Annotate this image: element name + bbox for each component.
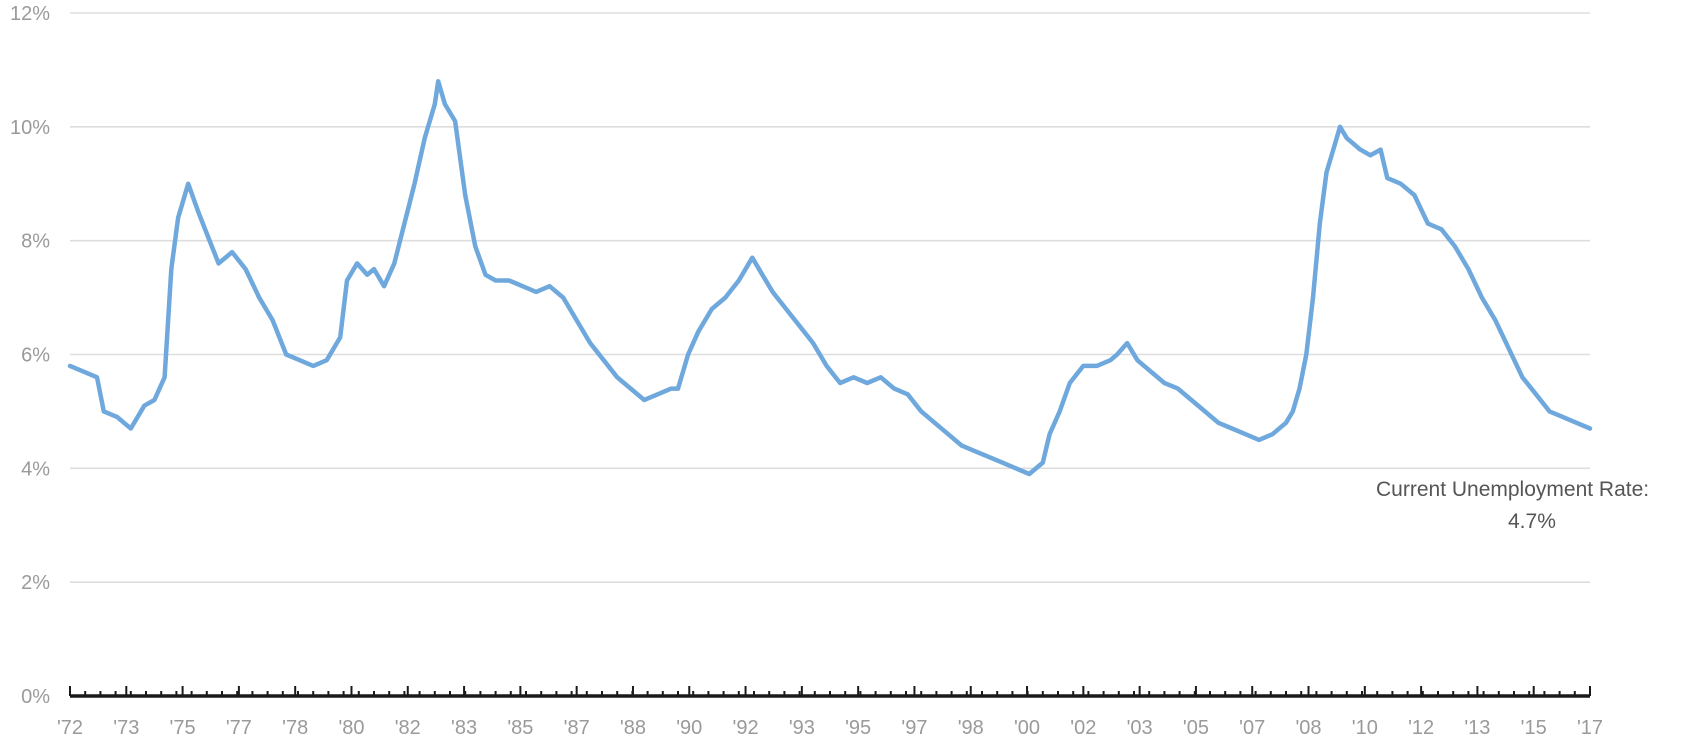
y-tick-label: 12% xyxy=(10,3,50,25)
x-tick-label: '97 xyxy=(901,717,927,739)
series-layer xyxy=(67,79,1593,477)
current-rate-annotation: Current Unemployment Rate: 4.7% xyxy=(1376,478,1649,533)
unemployment-rate-series-line xyxy=(67,79,1593,477)
x-tick-label: '08 xyxy=(1295,717,1321,739)
x-tick-label: '00 xyxy=(1014,717,1040,739)
x-tick-label: '78 xyxy=(282,717,308,739)
x-tick-label: '83 xyxy=(451,717,477,739)
y-tick-label: 4% xyxy=(21,458,50,480)
x-tick-label: '85 xyxy=(507,717,533,739)
x-tick-label: '98 xyxy=(958,717,984,739)
x-tick-label: '88 xyxy=(620,717,646,739)
y-tick-label: 0% xyxy=(21,686,50,708)
y-tick-label: 10% xyxy=(10,117,50,139)
x-tick-label: '90 xyxy=(676,717,702,739)
y-tick-label: 6% xyxy=(21,345,50,367)
y-tick-label: 2% xyxy=(21,572,50,594)
x-tick-label: '73 xyxy=(113,717,139,739)
x-tick-label: '95 xyxy=(845,717,871,739)
x-tick-label: '87 xyxy=(564,717,590,739)
y-tick-label: 8% xyxy=(21,231,50,253)
x-tick-label: '03 xyxy=(1127,717,1153,739)
x-tick-label: '80 xyxy=(338,717,364,739)
gridlines xyxy=(70,12,1590,583)
x-tick-label: '93 xyxy=(789,717,815,739)
x-tick-label: '13 xyxy=(1464,717,1490,739)
x-axis xyxy=(69,686,1591,698)
x-tick-label: '82 xyxy=(395,717,421,739)
x-tick-labels: '72 '73 '75 '77 '78 '80 '82 '83 '85 '87 '88 '90 '92 '… xyxy=(57,717,1603,739)
x-tick-label: '72 xyxy=(57,717,83,739)
annotation-line-2: 4.7% xyxy=(1508,510,1556,533)
annotation-line-1: Current Unemployment Rate: xyxy=(1376,478,1649,501)
x-tick-label: '07 xyxy=(1239,717,1265,739)
x-tick-label: '75 xyxy=(170,717,196,739)
x-tick-label: '17 xyxy=(1577,717,1603,739)
y-tick-labels: 0% 2% 4% 6% 8% 10% 12% xyxy=(10,3,50,708)
x-tick-label: '10 xyxy=(1352,717,1378,739)
x-tick-label: '02 xyxy=(1070,717,1096,739)
x-tick-label: '05 xyxy=(1183,717,1209,739)
x-tick-label: '77 xyxy=(226,717,252,739)
x-tick-label: '12 xyxy=(1408,717,1434,739)
x-tick-label: '92 xyxy=(733,717,759,739)
x-tick-label: '15 xyxy=(1521,717,1547,739)
